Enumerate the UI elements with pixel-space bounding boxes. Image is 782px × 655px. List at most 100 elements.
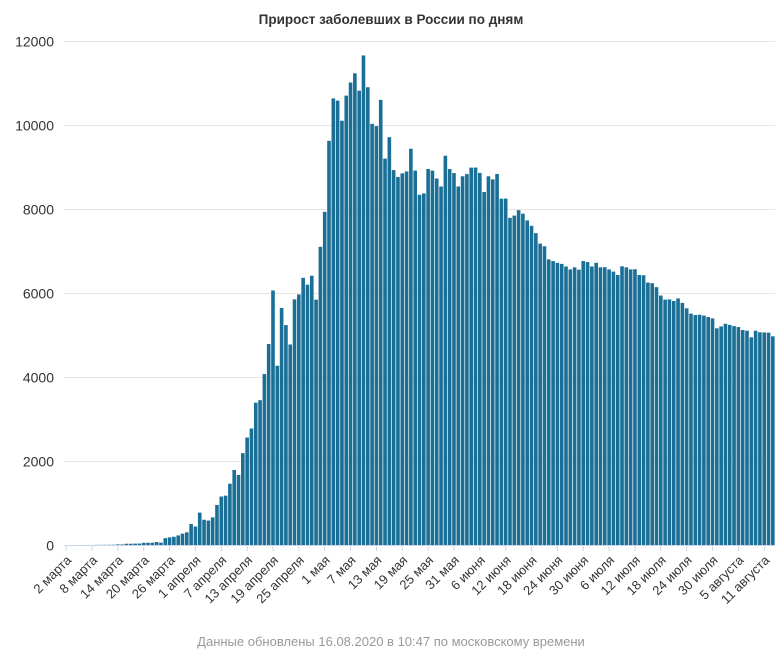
bar-day-132[interactable] xyxy=(628,269,633,545)
bar-day-53[interactable] xyxy=(288,344,293,545)
bar-day-67[interactable] xyxy=(348,82,353,546)
bar-day-63[interactable] xyxy=(331,98,336,545)
bar-day-149[interactable] xyxy=(702,315,706,545)
bar-day-162[interactable] xyxy=(758,332,762,545)
bar-day-152[interactable] xyxy=(715,328,719,545)
bar-day-121[interactable] xyxy=(581,261,586,545)
bar-day-157[interactable] xyxy=(736,327,741,545)
bar-day-29[interactable] xyxy=(185,532,189,545)
bar-day-60[interactable] xyxy=(318,246,323,545)
bar-day-123[interactable] xyxy=(590,266,594,545)
bar-day-37[interactable] xyxy=(219,496,224,545)
bar-day-158[interactable] xyxy=(740,330,745,545)
bar-day-22[interactable] xyxy=(154,542,159,545)
bar-day-128[interactable] xyxy=(611,271,616,545)
bar-day-75[interactable] xyxy=(383,158,387,545)
bar-day-164[interactable] xyxy=(766,332,771,545)
bar-day-89[interactable] xyxy=(443,155,448,546)
bar-day-56[interactable] xyxy=(301,277,305,545)
bar-day-68[interactable] xyxy=(353,73,357,546)
bar-day-91[interactable] xyxy=(452,173,456,545)
bar-day-120[interactable] xyxy=(577,269,581,545)
bar-day-117[interactable] xyxy=(564,266,568,545)
bar-day-110[interactable] xyxy=(534,233,538,545)
bar-day-44[interactable] xyxy=(249,428,254,545)
bar-day-79[interactable] xyxy=(400,173,405,545)
bar-day-78[interactable] xyxy=(396,176,400,545)
bar-day-21[interactable] xyxy=(150,542,155,545)
bar-day-62[interactable] xyxy=(327,140,331,545)
bar-day-35[interactable] xyxy=(210,517,215,545)
bar-day-74[interactable] xyxy=(378,99,383,545)
bar-day-124[interactable] xyxy=(594,262,598,545)
bar-day-31[interactable] xyxy=(193,526,198,545)
bar-day-39[interactable] xyxy=(228,483,232,545)
bar-day-105[interactable] xyxy=(512,215,517,545)
bar-day-83[interactable] xyxy=(417,194,422,546)
bar-day-32[interactable] xyxy=(197,512,202,545)
bar-day-19[interactable] xyxy=(141,542,146,545)
bar-day-36[interactable] xyxy=(215,504,219,545)
bar-day-87[interactable] xyxy=(434,178,439,545)
bar-day-85[interactable] xyxy=(426,169,430,545)
bar-day-72[interactable] xyxy=(370,123,374,545)
bar-day-27[interactable] xyxy=(176,535,180,545)
bar-day-65[interactable] xyxy=(340,120,344,545)
bar-day-139[interactable] xyxy=(659,295,663,545)
bar-day-111[interactable] xyxy=(538,243,542,546)
bar-day-46[interactable] xyxy=(258,400,262,545)
bar-day-113[interactable] xyxy=(546,259,551,545)
bar-day-144[interactable] xyxy=(680,302,685,545)
bar-day-129[interactable] xyxy=(615,275,620,545)
bar-day-148[interactable] xyxy=(697,314,702,545)
bar-day-165[interactable] xyxy=(771,336,775,545)
bar-day-64[interactable] xyxy=(335,100,340,545)
bar-day-61[interactable] xyxy=(322,211,327,545)
bar-day-97[interactable] xyxy=(478,172,482,545)
bar-day-51[interactable] xyxy=(279,308,284,545)
bar-day-25[interactable] xyxy=(167,537,172,545)
bar-day-127[interactable] xyxy=(607,269,611,545)
bar-day-109[interactable] xyxy=(529,225,534,546)
bar-day-108[interactable] xyxy=(525,220,530,546)
bar-day-141[interactable] xyxy=(667,299,672,545)
bar-day-131[interactable] xyxy=(624,267,629,545)
bar-day-26[interactable] xyxy=(172,536,176,545)
bar-day-160[interactable] xyxy=(749,337,754,545)
bar-day-116[interactable] xyxy=(559,263,564,545)
bar-day-134[interactable] xyxy=(637,275,642,545)
bar-day-49[interactable] xyxy=(271,290,275,545)
bar-day-115[interactable] xyxy=(555,262,560,545)
bar-day-43[interactable] xyxy=(245,437,249,545)
bar-day-153[interactable] xyxy=(719,326,723,545)
bar-day-135[interactable] xyxy=(641,275,646,545)
bar-day-13[interactable] xyxy=(116,544,120,545)
bar-day-28[interactable] xyxy=(180,533,185,545)
bar-day-101[interactable] xyxy=(495,173,499,545)
bar-day-126[interactable] xyxy=(602,267,607,545)
bar-day-136[interactable] xyxy=(646,282,650,545)
bar-day-118[interactable] xyxy=(568,269,573,545)
bar-day-59[interactable] xyxy=(314,299,318,545)
bar-day-92[interactable] xyxy=(456,186,461,546)
bar-day-57[interactable] xyxy=(305,284,310,545)
bar-day-156[interactable] xyxy=(732,326,736,545)
bar-day-77[interactable] xyxy=(391,170,396,546)
bar-day-18[interactable] xyxy=(137,543,142,545)
bar-day-159[interactable] xyxy=(745,330,749,545)
bar-day-106[interactable] xyxy=(516,210,521,545)
bar-day-137[interactable] xyxy=(650,283,654,545)
bar-day-52[interactable] xyxy=(284,325,288,545)
bar-day-70[interactable] xyxy=(361,55,366,545)
bar-day-143[interactable] xyxy=(676,298,680,545)
bar-day-90[interactable] xyxy=(447,169,452,545)
bar-day-133[interactable] xyxy=(633,269,637,545)
bar-day-146[interactable] xyxy=(689,313,693,545)
bar-day-140[interactable] xyxy=(663,299,667,545)
bar-day-66[interactable] xyxy=(344,95,349,545)
bar-day-161[interactable] xyxy=(753,330,758,545)
bar-day-93[interactable] xyxy=(460,176,465,545)
bar-day-69[interactable] xyxy=(357,90,361,545)
bar-day-104[interactable] xyxy=(508,217,512,545)
bar-day-40[interactable] xyxy=(232,469,237,545)
